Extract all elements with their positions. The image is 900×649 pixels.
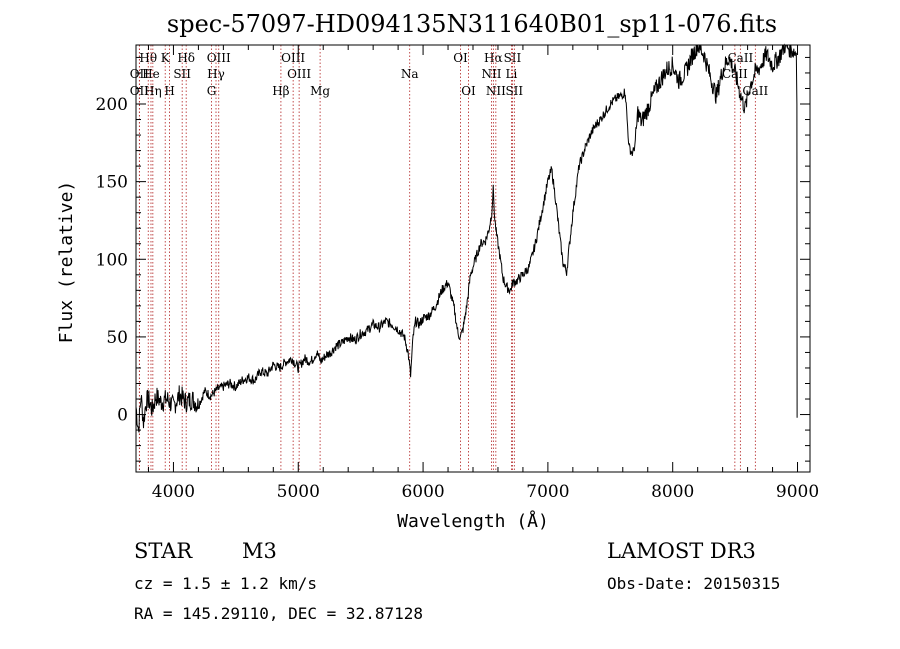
y-tick-label: 50 xyxy=(106,328,128,348)
line-marker-label: Hβ xyxy=(272,84,289,98)
y-axis-title: Flux (relative) xyxy=(56,181,77,344)
x-tick-label: 8000 xyxy=(651,482,694,502)
x-tick-label: 6000 xyxy=(401,482,444,502)
line-marker-label: H xyxy=(164,84,174,98)
line-marker-label: SII xyxy=(173,67,191,81)
object-subclass: M3 xyxy=(242,539,277,563)
line-marker-label: G xyxy=(207,84,217,98)
chart-title: spec-57097-HD094135N311640B01_sp11-076.f… xyxy=(167,10,777,38)
line-marker-label: Hα xyxy=(484,51,503,65)
line-marker-label: Hη xyxy=(144,84,162,98)
object-type: STAR xyxy=(134,539,193,563)
line-marker-label: NII xyxy=(486,84,506,98)
coordinates: RA = 145.29110, DEC = 32.87128 xyxy=(134,604,423,623)
line-marker-label: OII xyxy=(130,84,150,98)
line-marker-label: SII xyxy=(504,51,522,65)
line-marker-label: OIII xyxy=(287,67,311,81)
line-marker-label: K xyxy=(161,51,171,65)
y-tick-label: 100 xyxy=(96,250,128,270)
x-tick-label: 9000 xyxy=(776,482,819,502)
line-marker-label: Hδ xyxy=(177,51,195,65)
survey-name: LAMOST DR3 xyxy=(607,539,756,563)
plot-frame xyxy=(135,44,811,473)
line-marker-label: CaII xyxy=(742,84,768,98)
line-marker-label: Hγ xyxy=(207,67,225,81)
y-tick-label: 200 xyxy=(96,95,128,115)
line-marker-label: OI xyxy=(461,84,476,98)
line-marker-label: OIII xyxy=(207,51,231,65)
spectrum-line xyxy=(135,43,798,433)
x-tick-label: 4000 xyxy=(152,482,195,502)
observation-date: Obs-Date: 20150315 xyxy=(607,574,781,593)
x-tick-label: 5000 xyxy=(277,482,320,502)
y-tick-label: 0 xyxy=(117,406,128,426)
line-marker-label: SII xyxy=(505,84,523,98)
line-marker-label: Hθ xyxy=(139,51,157,65)
line-marker-label: Li xyxy=(506,67,518,81)
x-axis-title: Wavelength (Å) xyxy=(397,510,549,532)
line-marker-label: CaII xyxy=(722,67,748,81)
y-tick-label: 150 xyxy=(96,173,128,193)
axis-ticks: 4000 5000 6000 7000 8000 9000 0 50 100 150 200 xyxy=(96,45,819,502)
redshift-value: cz = 1.5 ± 1.2 km/s xyxy=(134,574,318,593)
line-marker-label: NII xyxy=(481,67,501,81)
line-marker-label: OIII xyxy=(281,51,305,65)
line-marker-label: OI xyxy=(453,51,468,65)
line-marker-label: Mg xyxy=(310,84,330,98)
line-marker-label: CaII xyxy=(727,51,753,65)
x-tick-label: 7000 xyxy=(526,482,569,502)
line-marker-label: He xyxy=(142,67,160,81)
line-marker-label: Na xyxy=(401,67,419,81)
